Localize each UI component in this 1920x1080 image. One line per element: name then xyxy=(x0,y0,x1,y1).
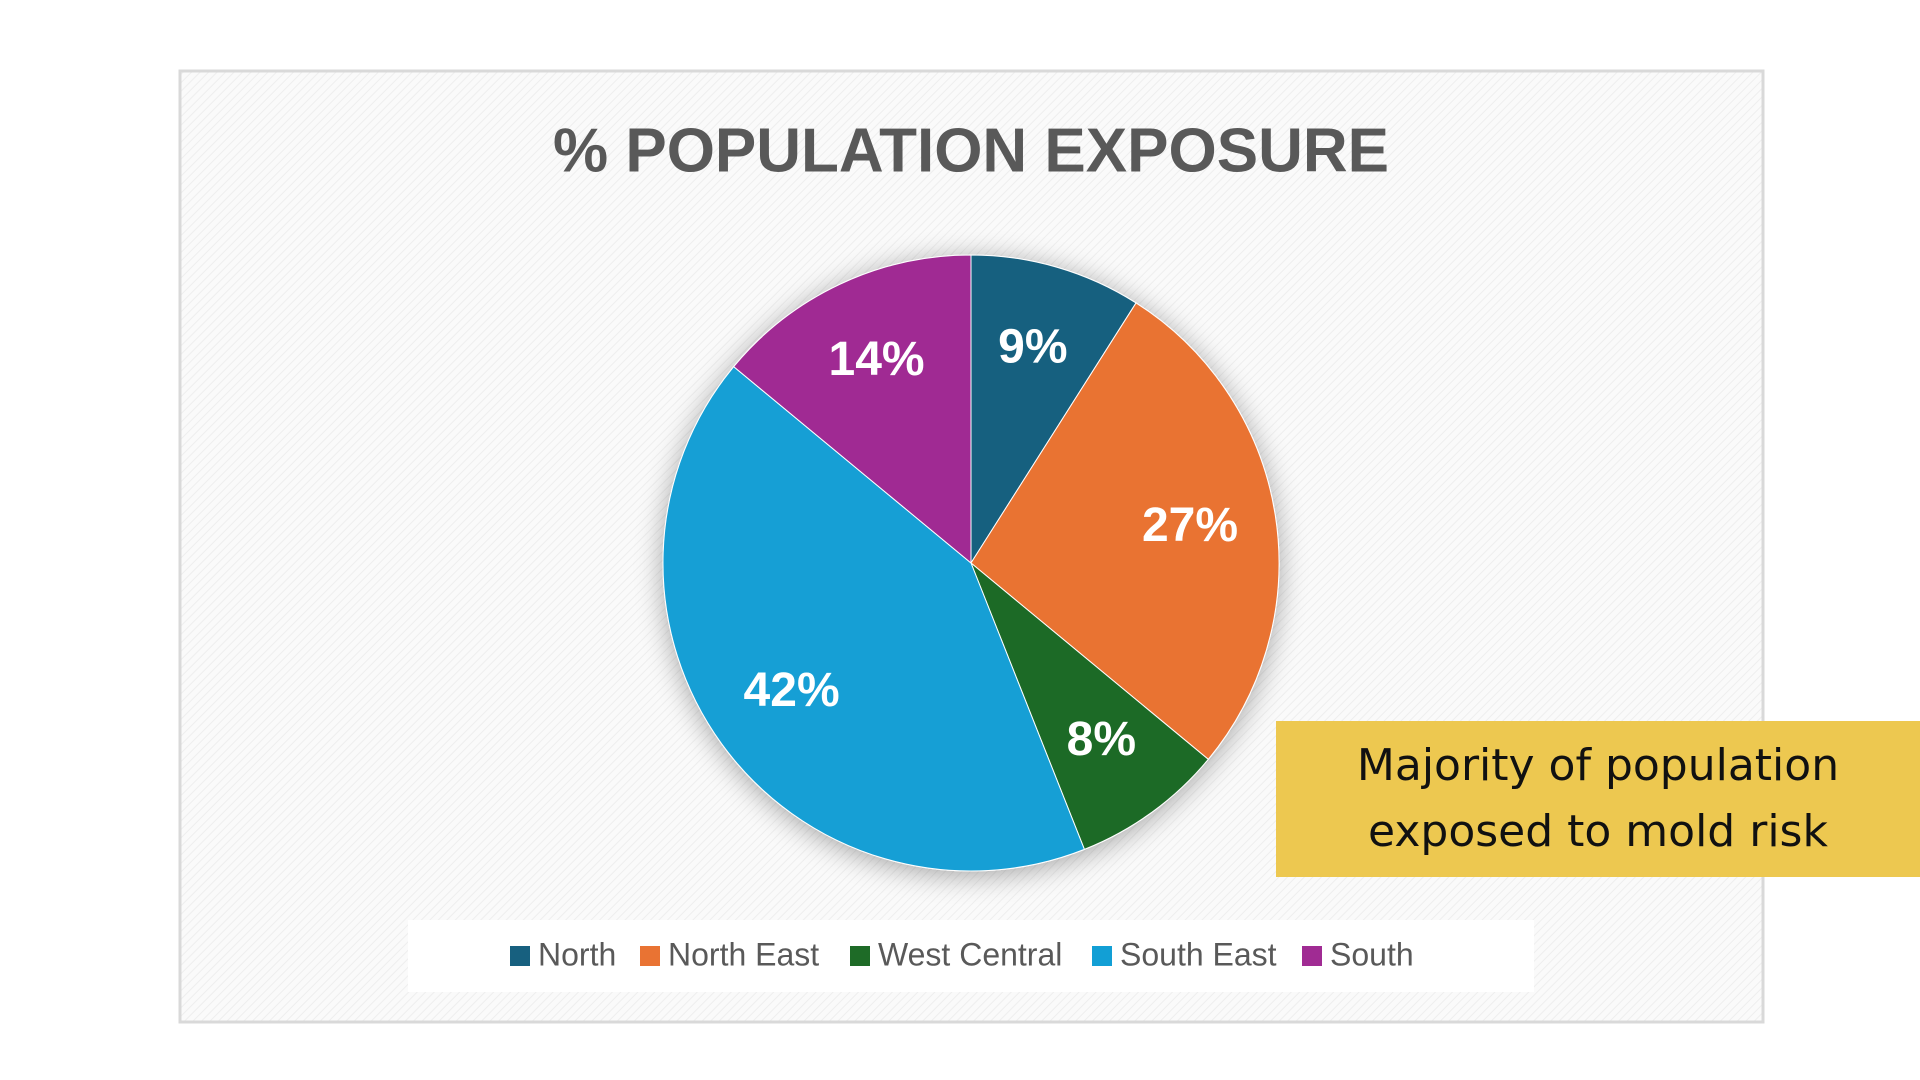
data-label: 14% xyxy=(829,333,925,386)
pie xyxy=(662,254,1280,872)
data-label: 27% xyxy=(1142,499,1238,552)
data-label: 42% xyxy=(744,664,840,717)
legend-label: North xyxy=(538,936,616,972)
pie-slice xyxy=(970,254,1137,565)
legend-swatch xyxy=(1302,946,1322,966)
pie-slice xyxy=(732,254,972,565)
legend-swatch xyxy=(1092,946,1112,966)
legend-label: West Central xyxy=(878,936,1062,972)
legend-swatch xyxy=(510,946,530,966)
legend-swatch xyxy=(850,946,870,966)
legend: North North East West Central South East Sou… xyxy=(510,936,1414,972)
pie-slice xyxy=(970,302,1280,761)
legend-box xyxy=(408,920,1534,992)
chart-title: % POPULATION EXPOSURE xyxy=(553,116,1389,185)
data-label: 8% xyxy=(1067,713,1136,766)
legend-swatch xyxy=(640,946,660,966)
legend-label: South xyxy=(1330,936,1414,972)
pie-slice xyxy=(662,365,1086,872)
data-label: 9% xyxy=(998,321,1067,374)
legend-label: North East xyxy=(668,936,819,972)
legend-label: South East xyxy=(1120,936,1277,972)
annotation: Majority of population exposed to mold r… xyxy=(1276,721,1920,877)
pie-slice xyxy=(970,562,1210,851)
